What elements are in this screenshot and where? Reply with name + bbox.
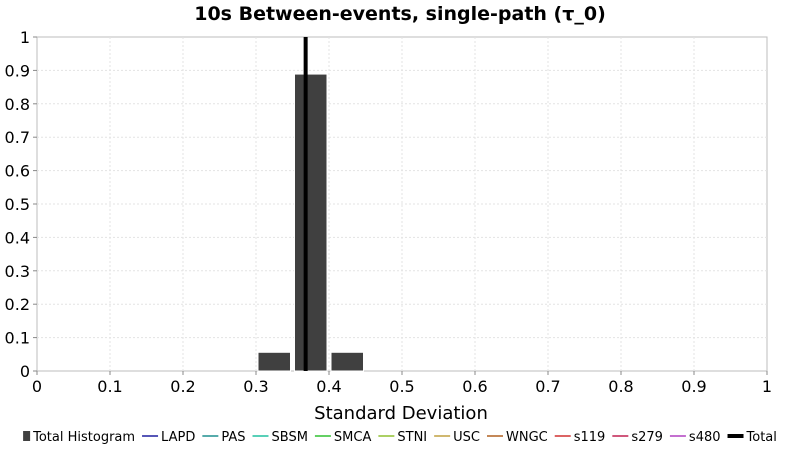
y-tick-label: 1 — [20, 28, 30, 47]
y-tick-label: 0.5 — [5, 195, 30, 214]
y-tick-label: 0 — [20, 362, 30, 381]
legend-item: STNI — [378, 430, 427, 445]
x-axis-ticks: 0 0.1 0.2 0.3 0.4 0.5 0.6 0.7 0.8 0.9 1 — [32, 371, 772, 396]
histogram-bars — [257, 73, 364, 372]
legend-label: STNI — [397, 430, 427, 445]
legend-item: Total — [727, 430, 777, 445]
x-tick-label: 0.8 — [608, 377, 633, 396]
x-tick-label: 0.3 — [243, 377, 268, 396]
legend-label: Total Histogram — [32, 430, 135, 445]
legend-item: PAS — [202, 430, 246, 445]
legend-label: Total — [746, 430, 777, 445]
legend-item: LAPD — [142, 430, 195, 445]
legend-label: USC — [453, 430, 480, 445]
legend-item: SBSM — [252, 430, 308, 445]
legend-item: WNGC — [487, 430, 548, 445]
legend-label: s480 — [689, 430, 721, 445]
histogram-bar — [330, 351, 364, 372]
legend-label: s279 — [631, 430, 663, 445]
y-tick-label: 0.9 — [5, 61, 30, 80]
x-tick-label: 0.1 — [97, 377, 122, 396]
legend-item: Total Histogram — [23, 430, 135, 445]
y-tick-label: 0.1 — [5, 329, 30, 348]
x-tick-label: 1 — [762, 377, 772, 396]
legend-item: s480 — [669, 430, 721, 445]
y-tick-label: 0.7 — [5, 128, 30, 147]
legend-label: PAS — [221, 430, 245, 445]
legend-label: SBSM — [272, 430, 308, 445]
histogram-bar — [257, 351, 291, 372]
y-axis-ticks: 0 0.1 0.2 0.3 0.4 0.5 0.6 0.7 0.8 0.9 1 — [5, 28, 37, 381]
x-tick-label: 0.9 — [681, 377, 706, 396]
x-axis-label: Standard Deviation — [314, 403, 488, 424]
y-tick-label: 0.3 — [5, 262, 30, 281]
y-tick-label: 0.4 — [5, 228, 30, 247]
y-tick-label: 0.8 — [5, 95, 30, 114]
grid-lines — [37, 37, 767, 371]
legend-item: s119 — [554, 430, 606, 445]
x-tick-label: 0.5 — [389, 377, 414, 396]
legend-item: s279 — [612, 430, 663, 445]
legend-label: s119 — [574, 430, 606, 445]
legend-label: SMCA — [334, 430, 372, 445]
histogram-bar — [294, 73, 328, 372]
y-tick-label: 0.2 — [5, 295, 30, 314]
x-tick-label: 0.6 — [462, 377, 487, 396]
x-tick-label: 0.2 — [170, 377, 195, 396]
chart-title: 10s Between-events, single-path (τ_0) — [194, 3, 606, 25]
legend: Total Histogram LAPD PAS SBSM SMCA STNI USC WNG… — [23, 430, 777, 445]
legend-item: USC — [434, 430, 480, 445]
x-tick-label: 0.4 — [316, 377, 341, 396]
y-tick-label: 0.6 — [5, 162, 30, 181]
x-tick-label: 0.7 — [535, 377, 560, 396]
legend-item: SMCA — [314, 430, 372, 445]
x-tick-label: 0 — [32, 377, 42, 396]
legend-label: WNGC — [506, 430, 548, 445]
legend-swatch — [23, 431, 31, 441]
legend-label: LAPD — [161, 430, 195, 445]
